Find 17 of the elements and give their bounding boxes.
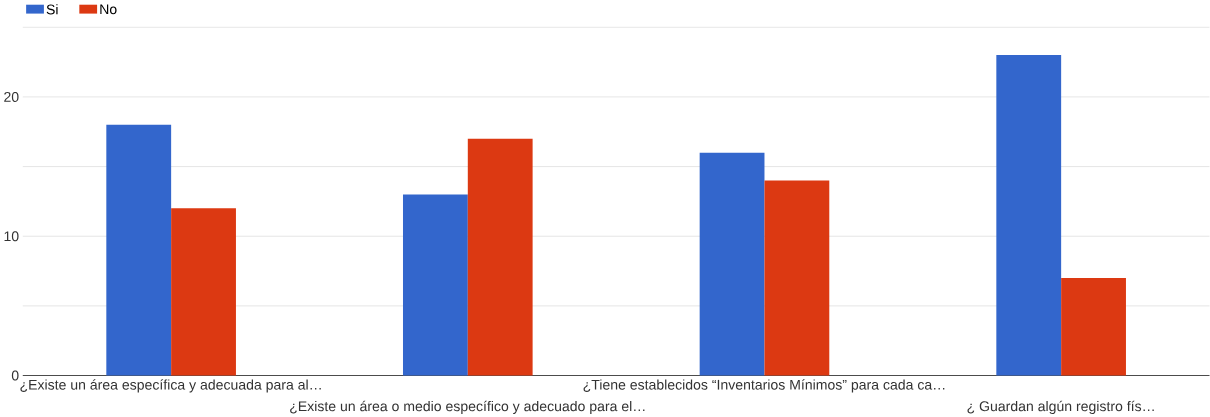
bar bbox=[699, 152, 765, 376]
bar bbox=[171, 208, 236, 376]
bar bbox=[996, 54, 1062, 376]
y-tick-label: 20 bbox=[4, 91, 19, 102]
bar bbox=[106, 124, 172, 376]
x-tick-label: ¿ Guardan algún registro fís… bbox=[967, 400, 1154, 414]
x-tick-label: ¿Tiene establecidos “Inventarios Mínimos” para cada ca… bbox=[583, 378, 945, 393]
x-tick-label: ¿Existe un área o medio específico y adecuado para el… bbox=[290, 400, 645, 414]
x-tick-label: ¿Existe un área específica y adecuada para al… bbox=[20, 378, 321, 393]
legend-label: Si bbox=[46, 3, 58, 15]
y-tick-label: 10 bbox=[4, 231, 19, 241]
bar bbox=[467, 138, 533, 376]
bar bbox=[764, 180, 830, 376]
legend-label: No bbox=[100, 4, 117, 14]
bar bbox=[402, 194, 468, 376]
bar bbox=[1061, 277, 1126, 376]
y-tick-label: 0 bbox=[11, 370, 19, 381]
